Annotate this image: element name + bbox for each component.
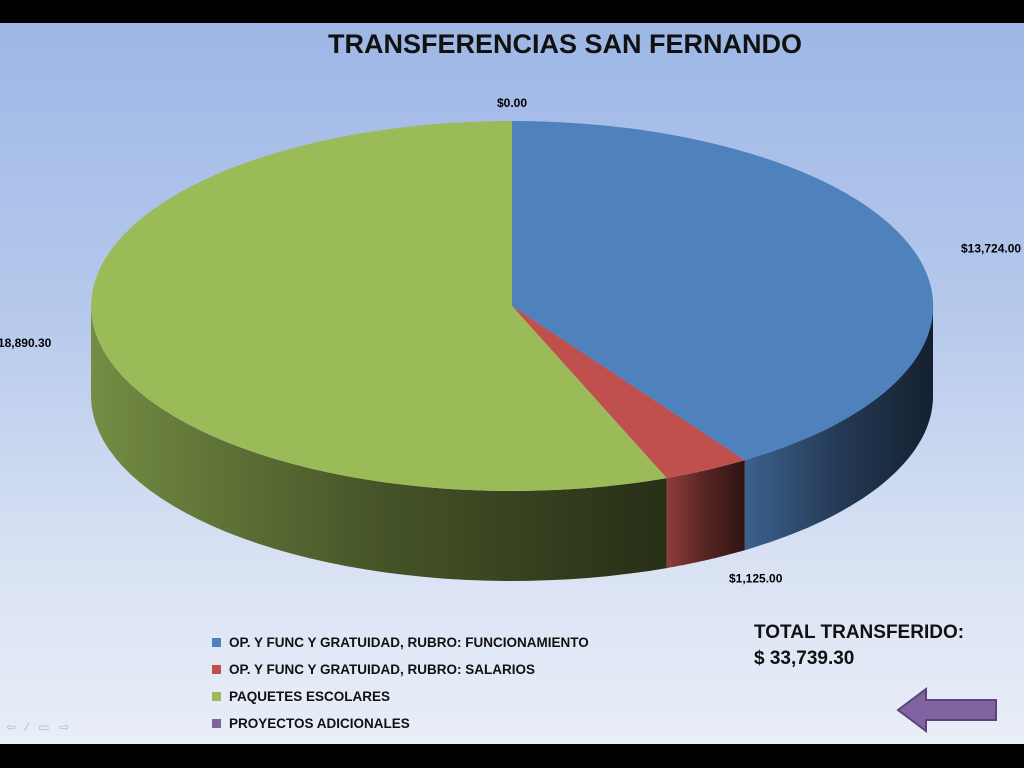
pie-side-salarios xyxy=(666,460,745,569)
legend-swatch xyxy=(212,638,221,647)
pie-slice-salarios xyxy=(512,306,745,479)
legend: OP. Y FUNC Y GRATUIDAD, RUBRO: FUNCIONAM… xyxy=(212,629,589,737)
total-label: TOTAL TRANSFERIDO: xyxy=(754,622,965,643)
prev-slide-icon[interactable]: ⇦ xyxy=(6,720,17,734)
menu-icon[interactable]: ▭ xyxy=(38,720,50,734)
pie-side-funcionamiento xyxy=(744,306,933,551)
back-arrow-icon[interactable] xyxy=(896,687,1000,733)
pen-icon[interactable]: ∕ xyxy=(26,720,29,734)
legend-swatch xyxy=(212,719,221,728)
pie-side-paquetes-escolares xyxy=(91,306,667,581)
pie-slice-funcionamiento xyxy=(512,120,934,461)
legend-label: OP. Y FUNC Y GRATUIDAD, RUBRO: FUNCIONAM… xyxy=(229,635,589,650)
legend-label: OP. Y FUNC Y GRATUIDAD, RUBRO: SALARIOS xyxy=(229,662,536,677)
legend-label: PROYECTOS ADICIONALES xyxy=(229,716,410,731)
legend-swatch xyxy=(212,692,221,701)
legend-item: PROYECTOS ADICIONALES xyxy=(212,710,589,737)
pie-slice-paquetes-escolares xyxy=(91,121,667,491)
next-slide-icon[interactable]: ⇨ xyxy=(59,720,70,734)
slide: TRANSFERENCIAS SAN FERNANDO $13,724.00 $1… xyxy=(0,23,1024,744)
legend-swatch xyxy=(212,665,221,674)
slide-nav-controls: ⇦ ∕ ▭ ⇨ xyxy=(6,720,69,734)
data-label-salarios: $1,125.00 xyxy=(729,571,783,585)
data-label-funcionamiento: $13,724.00 xyxy=(961,242,1021,256)
legend-item: PAQUETES ESCOLARES xyxy=(212,683,589,710)
total-transferred: TOTAL TRANSFERIDO: $ 33,739.30 xyxy=(754,620,964,672)
pie-chart: $13,724.00 $1,125.00 $18,890.30 $0.00 xyxy=(0,96,1021,585)
legend-item: OP. Y FUNC Y GRATUIDAD, RUBRO: SALARIOS xyxy=(212,656,589,683)
total-value: $ 33,739.30 xyxy=(754,648,855,669)
data-label-proyectos-adicionales: $0.00 xyxy=(497,96,527,110)
legend-item: OP. Y FUNC Y GRATUIDAD, RUBRO: FUNCIONAM… xyxy=(212,629,589,656)
chart-title: TRANSFERENCIAS SAN FERNANDO xyxy=(327,29,803,59)
legend-label: PAQUETES ESCOLARES xyxy=(229,689,391,704)
data-label-paquetes-escolares: $18,890.30 xyxy=(0,336,52,350)
